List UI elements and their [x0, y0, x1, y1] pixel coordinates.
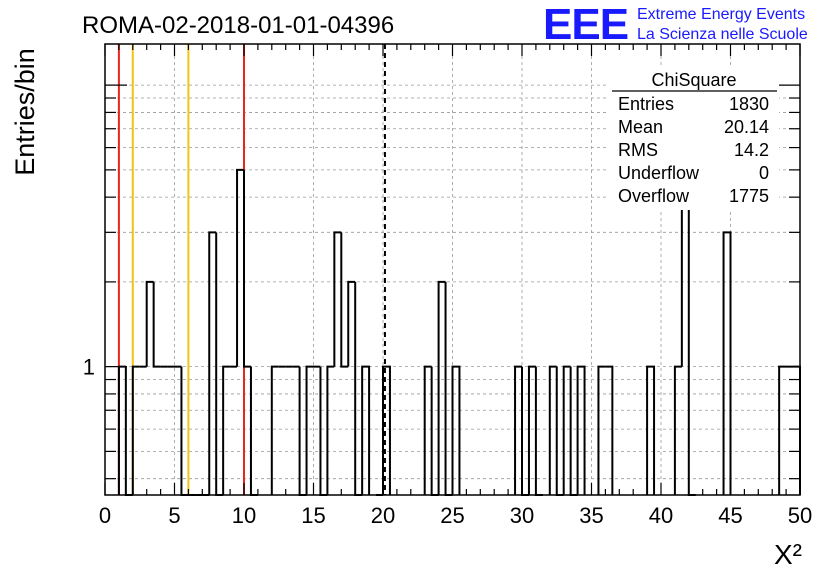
eee-logo: EEE Extreme Energy Events La Scienza nel…	[543, 0, 808, 49]
histogram-bin	[382, 365, 391, 495]
histogram-bin	[354, 281, 363, 496]
stats-value: 1775	[729, 186, 769, 206]
histogram	[117, 168, 801, 496]
x-tick-labels: 0 5 10 15 20 25 30 35 40 45 50	[99, 503, 812, 528]
histogram-bin	[208, 231, 217, 495]
histogram-bin	[562, 365, 571, 495]
histogram-bin	[215, 232, 224, 496]
logo-line-2: La Scienza nelle Scuole	[637, 26, 808, 43]
histogram-bin	[527, 365, 536, 495]
histogram-bin	[722, 231, 732, 495]
histogram-bin	[778, 365, 787, 495]
stats-title: ChiSquare	[651, 70, 736, 90]
x-tick-label: 5	[168, 503, 180, 528]
chart-title: ROMA-02-2018-01-01-04396	[82, 12, 394, 39]
stats-value: 1830	[729, 94, 769, 114]
histogram-bin	[305, 365, 314, 495]
histogram-bin	[423, 365, 432, 495]
y-axis-label: Entries/bin	[10, 48, 40, 176]
x-tick-label: 45	[718, 503, 742, 528]
histogram-bin	[333, 231, 342, 367]
histogram-bin	[514, 365, 522, 495]
stats-value: 14.2	[734, 140, 769, 160]
histogram-bin	[270, 365, 279, 495]
histogram-bin	[347, 280, 356, 367]
histogram-bin	[319, 366, 328, 496]
histogram-bin	[673, 365, 682, 495]
x-axis-label: X²	[774, 539, 802, 570]
histogram-bin	[451, 365, 461, 495]
x-tick-label: 30	[510, 503, 534, 528]
histogram-bin	[145, 280, 154, 367]
x-tick-label: 10	[232, 503, 256, 528]
histogram-bin	[236, 168, 244, 367]
histogram-bin	[124, 366, 133, 496]
y-tick-label: 1	[83, 355, 95, 380]
stats-label: Overflow	[618, 186, 690, 206]
histogram-bin	[131, 365, 140, 495]
histogram-bin	[576, 365, 586, 495]
logo-line-1: Extreme Energy Events	[637, 6, 805, 23]
histogram-bin	[249, 366, 258, 496]
histogram-bin	[340, 232, 349, 368]
eee-logo-mark: EEE	[543, 0, 628, 49]
histogram-bin	[298, 366, 307, 496]
histogram-bin	[555, 366, 564, 496]
y-tick-labels: 1	[83, 355, 95, 380]
stats-label: Underflow	[618, 163, 700, 183]
axis-ticks	[104, 44, 801, 495]
histogram-bin	[243, 169, 251, 368]
histogram-bin	[605, 365, 614, 495]
histogram-bin	[117, 365, 126, 495]
histogram-bin	[534, 366, 543, 496]
histogram-bin	[180, 366, 189, 496]
histogram-bin	[597, 365, 606, 495]
histogram-bin	[430, 366, 439, 496]
x-tick-label: 35	[579, 503, 603, 528]
x-tick-label: 40	[649, 503, 673, 528]
stats-label: RMS	[618, 140, 658, 160]
histogram-bin	[793, 365, 801, 495]
x-tick-label: 15	[301, 503, 325, 528]
x-tick-label: 25	[440, 503, 464, 528]
stats-box: ChiSquare Entries 1830 Mean 20.14 RMS 14.2 Und…	[609, 66, 779, 210]
histogram-bin	[444, 281, 453, 496]
histogram-bin	[361, 365, 371, 495]
stats-label: Mean	[618, 117, 663, 137]
stats-value: 20.14	[724, 117, 769, 137]
histogram-bin	[521, 366, 529, 496]
grid-lines	[105, 44, 800, 495]
x-tick-label: 0	[99, 503, 111, 528]
stats-label: Entries	[618, 94, 674, 114]
histogram-bin	[152, 281, 161, 368]
histogram-bin	[326, 365, 335, 495]
stats-value: 0	[759, 163, 769, 183]
x-tick-label: 20	[371, 503, 395, 528]
histogram-bin	[437, 280, 446, 495]
histogram-bin	[569, 366, 578, 496]
x-tick-label: 50	[788, 503, 812, 528]
histogram-bin	[222, 365, 231, 495]
histogram-bin	[646, 365, 656, 495]
histogram-bin	[687, 197, 696, 496]
histogram-bin	[548, 365, 557, 495]
